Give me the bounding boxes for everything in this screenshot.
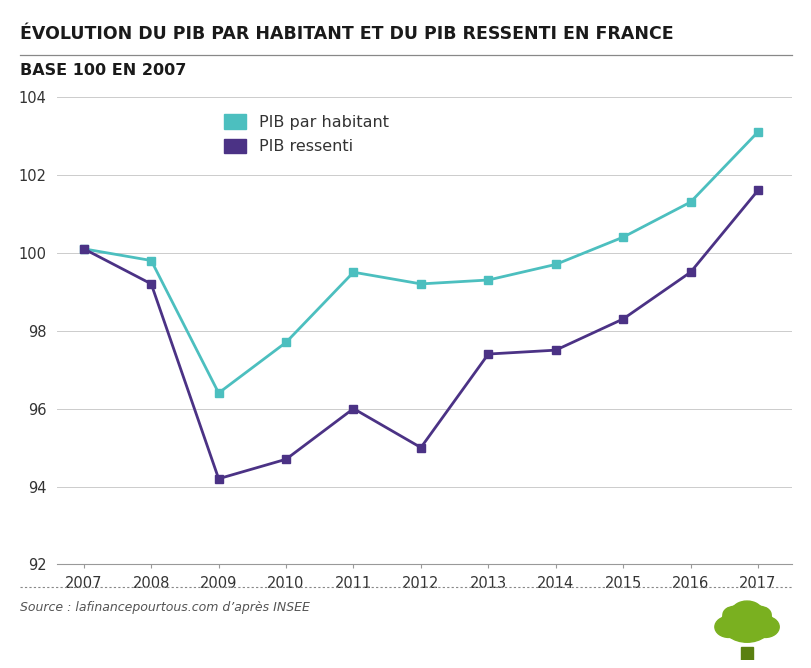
Legend: PIB par habitant, PIB ressenti: PIB par habitant, PIB ressenti xyxy=(219,110,393,159)
Ellipse shape xyxy=(721,603,772,642)
Ellipse shape xyxy=(714,617,742,637)
Ellipse shape xyxy=(722,607,744,623)
Text: ÉVOLUTION DU PIB PAR HABITANT ET DU PIB RESSENTI EN FRANCE: ÉVOLUTION DU PIB PAR HABITANT ET DU PIB … xyxy=(20,25,673,43)
Text: BASE 100 EN 2007: BASE 100 EN 2007 xyxy=(20,63,187,78)
Ellipse shape xyxy=(732,601,761,621)
Ellipse shape xyxy=(749,607,770,623)
Ellipse shape xyxy=(750,617,779,637)
Bar xyxy=(740,647,752,660)
Text: Source : lafinancepourtous.com d’après INSEE: Source : lafinancepourtous.com d’après I… xyxy=(20,601,310,614)
